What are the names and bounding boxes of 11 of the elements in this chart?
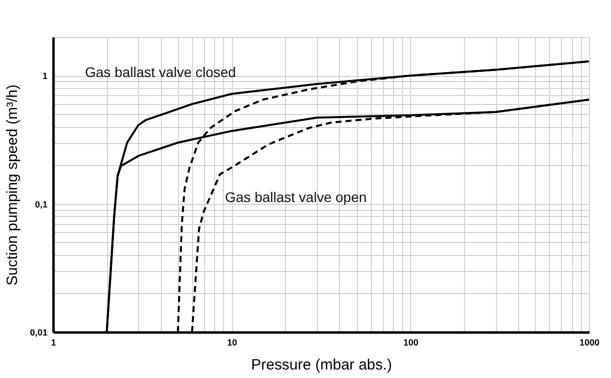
y-tick-label: 1 bbox=[42, 71, 48, 82]
x-tick-label: 1000 bbox=[579, 338, 600, 348]
annotation: Gas ballast valve open bbox=[225, 189, 367, 205]
x-tick-label: 10 bbox=[227, 338, 238, 348]
y-tick-label: 0,01 bbox=[30, 328, 48, 338]
x-tick-label: 100 bbox=[403, 338, 418, 348]
x-tick-label: 1 bbox=[50, 338, 56, 348]
y-tick-label: 0,1 bbox=[34, 199, 48, 210]
x-axis-title: Pressure (mbar abs.) bbox=[251, 356, 392, 374]
annotation: Gas ballast valve closed bbox=[85, 64, 236, 80]
y-axis-title: Suction pumping speed (m³/h) bbox=[4, 84, 21, 286]
